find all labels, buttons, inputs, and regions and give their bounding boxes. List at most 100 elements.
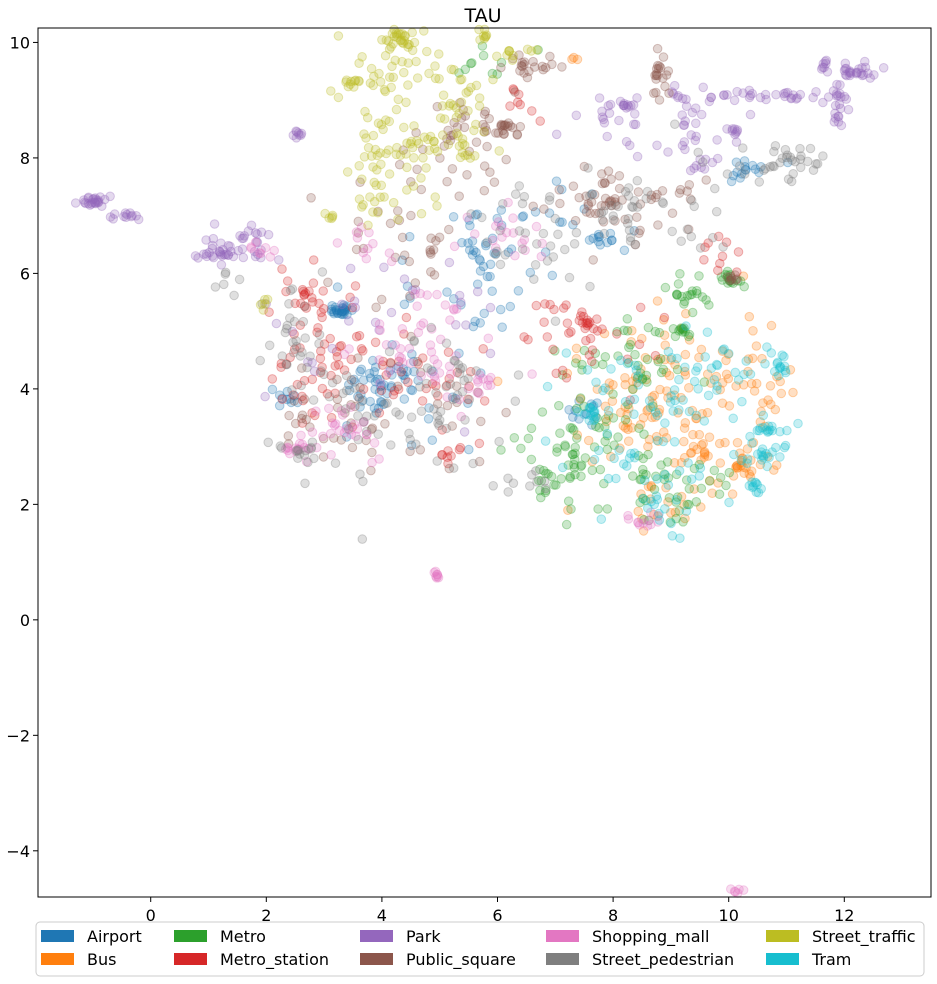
data-point	[387, 61, 397, 72]
data-point	[345, 79, 356, 89]
data-point	[766, 399, 776, 410]
data-point	[726, 273, 737, 284]
data-point	[818, 151, 828, 161]
data-point	[658, 73, 668, 83]
data-point	[596, 201, 607, 211]
data-point	[717, 346, 728, 357]
data-point	[623, 357, 634, 368]
data-point	[776, 388, 787, 399]
data-point	[717, 398, 728, 409]
data-point	[283, 439, 294, 449]
data-point	[354, 330, 365, 341]
data-point	[758, 451, 769, 461]
data-point	[616, 407, 626, 418]
data-point	[530, 207, 541, 217]
data-point	[591, 421, 601, 432]
data-point	[293, 453, 303, 464]
data-point	[654, 61, 665, 71]
data-point	[350, 401, 360, 412]
data-point	[317, 267, 328, 277]
data-point	[820, 56, 831, 67]
data-point	[744, 469, 755, 479]
data-point	[595, 464, 606, 475]
data-point	[398, 145, 409, 155]
data-point	[498, 129, 509, 139]
data-point	[603, 410, 614, 421]
data-point	[496, 445, 506, 455]
data-point	[623, 102, 634, 112]
data-point	[470, 316, 480, 327]
data-point	[413, 359, 424, 369]
data-point	[481, 240, 491, 251]
data-point	[334, 425, 345, 436]
data-point	[281, 286, 291, 297]
data-point	[452, 367, 463, 378]
data-point	[613, 201, 623, 212]
data-point	[545, 299, 555, 310]
data-point	[699, 254, 709, 265]
data-point	[199, 249, 209, 259]
data-point	[252, 249, 263, 260]
data-point	[637, 514, 647, 524]
data-point	[857, 70, 868, 81]
data-point	[355, 402, 365, 412]
data-point	[298, 395, 308, 406]
data-point	[285, 285, 296, 296]
data-point	[755, 92, 766, 103]
data-point	[397, 37, 408, 48]
data-point	[674, 506, 685, 516]
data-point	[699, 448, 710, 458]
data-point	[250, 251, 261, 262]
data-point	[218, 244, 228, 255]
data-point	[757, 444, 768, 454]
data-point	[419, 132, 430, 142]
data-point	[334, 305, 345, 316]
data-point	[373, 206, 383, 217]
data-point	[565, 473, 575, 484]
data-point	[687, 307, 698, 318]
data-point	[508, 228, 519, 238]
data-point	[545, 241, 556, 251]
data-point	[462, 150, 473, 160]
data-point	[496, 121, 506, 131]
data-point	[686, 448, 697, 458]
data-point	[704, 96, 715, 107]
data-point	[480, 106, 491, 117]
plot-frame	[37, 27, 932, 898]
data-point	[474, 101, 485, 111]
data-point	[407, 349, 417, 359]
data-point	[744, 92, 755, 103]
data-point	[498, 125, 508, 136]
data-point	[363, 243, 373, 254]
data-point	[300, 478, 310, 489]
data-point	[780, 365, 791, 376]
data-point	[674, 466, 685, 476]
data-point	[667, 208, 678, 218]
data-point	[724, 467, 735, 478]
data-point	[613, 351, 623, 361]
data-point	[604, 197, 615, 208]
data-point	[522, 44, 533, 55]
data-point	[445, 98, 456, 109]
data-point	[632, 93, 642, 103]
data-point	[333, 360, 344, 370]
data-point	[738, 462, 748, 473]
data-point	[492, 51, 502, 62]
data-point	[677, 110, 688, 120]
data-point	[621, 103, 632, 113]
data-point	[517, 61, 527, 72]
data-point	[405, 139, 416, 149]
data-point	[679, 452, 690, 463]
data-point	[344, 385, 355, 396]
data-point	[548, 344, 558, 355]
data-point	[447, 164, 458, 174]
data-point	[415, 445, 426, 455]
data-point	[430, 73, 441, 84]
data-point	[286, 397, 297, 408]
data-point	[479, 185, 490, 196]
data-point	[501, 227, 512, 238]
data-point	[432, 571, 443, 582]
data-point	[319, 339, 330, 349]
data-point	[605, 196, 615, 206]
